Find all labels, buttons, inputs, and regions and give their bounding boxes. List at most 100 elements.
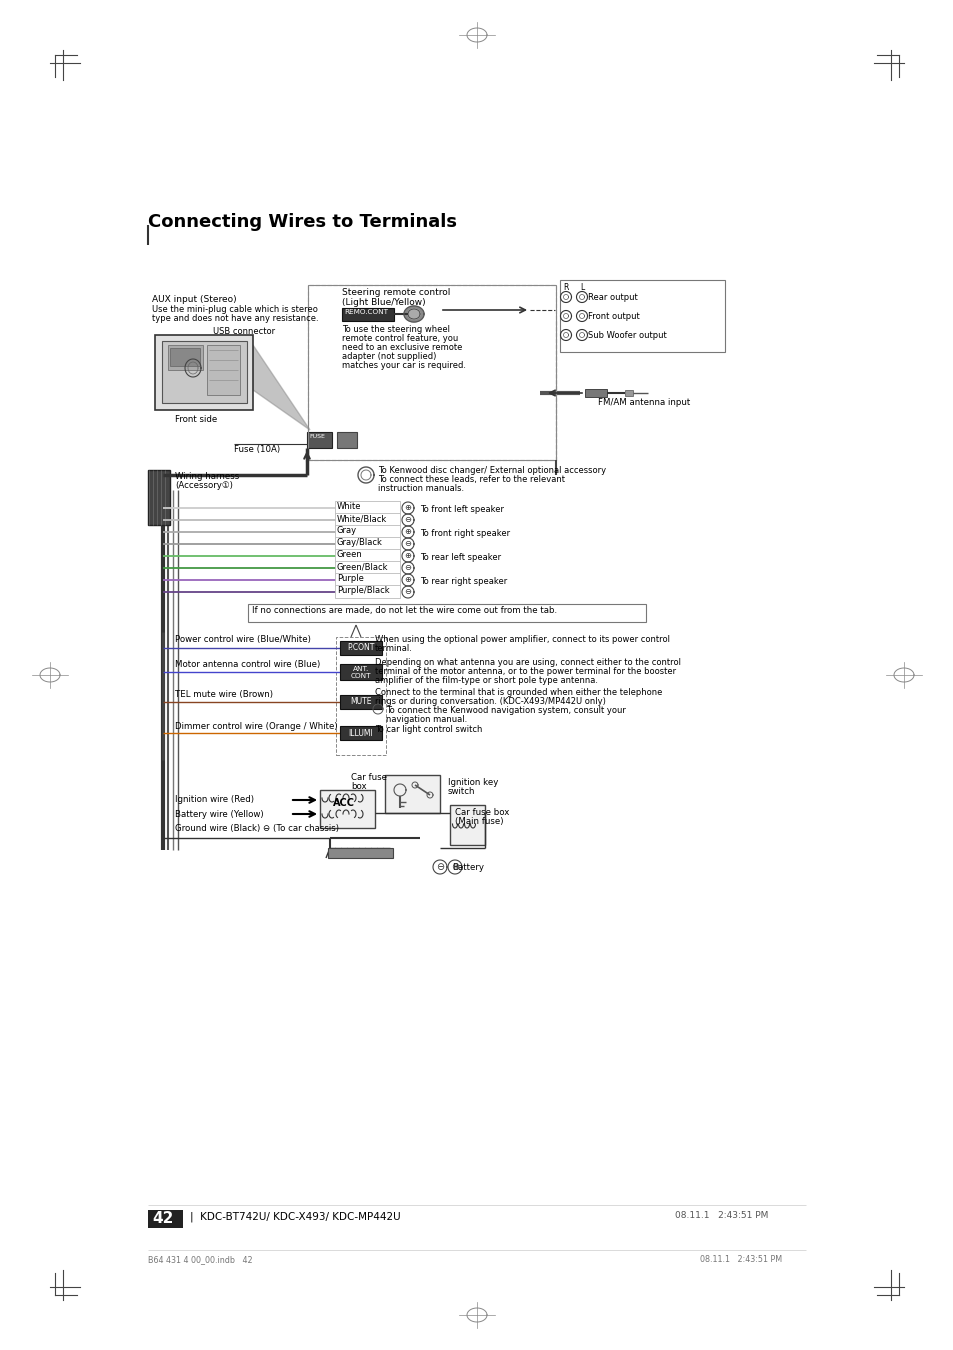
Bar: [335, 562, 399, 574]
Text: Steering remote control: Steering remote control: [341, 288, 450, 297]
Polygon shape: [253, 346, 310, 431]
Text: To connect these leads, refer to the relevant: To connect these leads, refer to the rel…: [377, 475, 564, 485]
Text: CONT: CONT: [351, 674, 371, 679]
Text: terminal of the motor antenna, or to the power terminal for the booster: terminal of the motor antenna, or to the…: [375, 667, 676, 676]
Text: REMO.CONT: REMO.CONT: [344, 309, 388, 315]
Text: amplifier of the film-type or short pole type antenna.: amplifier of the film-type or short pole…: [375, 676, 598, 684]
Bar: [385, 775, 439, 813]
Bar: [148, 470, 170, 525]
Text: Rear output: Rear output: [587, 293, 638, 302]
Text: Gray/Black: Gray/Black: [336, 539, 382, 547]
Text: Depending on what antenna you are using, connect either to the control: Depending on what antenna you are using,…: [375, 657, 680, 667]
Bar: [584, 389, 606, 397]
Text: ⊕: ⊕: [404, 528, 411, 536]
Text: R: R: [562, 284, 568, 292]
Polygon shape: [394, 784, 406, 796]
Text: Battery: Battery: [452, 863, 483, 872]
Bar: [148, 1210, 183, 1229]
Polygon shape: [401, 526, 414, 539]
Text: Front output: Front output: [587, 312, 639, 321]
Polygon shape: [563, 332, 568, 338]
Polygon shape: [401, 586, 414, 598]
Text: ⊖: ⊖: [404, 540, 411, 548]
Text: ILLUMI: ILLUMI: [348, 729, 373, 737]
Bar: [170, 348, 200, 366]
Text: Car fuse box: Car fuse box: [455, 809, 509, 817]
Polygon shape: [560, 292, 571, 302]
Text: To Kenwood disc changer/ External optional accessory: To Kenwood disc changer/ External option…: [377, 466, 605, 475]
Text: ⊕: ⊕: [451, 863, 458, 872]
Text: Dimmer control wire (Orange / White): Dimmer control wire (Orange / White): [174, 722, 337, 730]
Polygon shape: [578, 294, 584, 300]
Polygon shape: [401, 539, 414, 549]
Polygon shape: [401, 574, 414, 586]
Polygon shape: [401, 549, 414, 562]
Text: P.CONT: P.CONT: [347, 644, 375, 652]
Text: TEL mute wire (Brown): TEL mute wire (Brown): [174, 690, 273, 699]
Bar: [339, 664, 381, 680]
Bar: [207, 346, 240, 396]
Text: L: L: [579, 284, 583, 292]
Text: (Light Blue/Yellow): (Light Blue/Yellow): [341, 298, 425, 306]
Text: To rear right speaker: To rear right speaker: [419, 576, 507, 586]
Text: (Main fuse): (Main fuse): [455, 817, 503, 826]
Text: Wiring harness: Wiring harness: [174, 472, 239, 481]
Text: USB connector: USB connector: [213, 327, 274, 336]
Text: (Accessory①): (Accessory①): [174, 481, 233, 490]
Text: Fuse (10A): Fuse (10A): [233, 446, 280, 454]
Bar: [339, 641, 381, 655]
Text: ⊖: ⊖: [436, 863, 443, 872]
Text: box: box: [351, 782, 366, 791]
Text: remote control feature, you: remote control feature, you: [341, 333, 457, 343]
Polygon shape: [578, 313, 584, 319]
Text: adapter (not supplied): adapter (not supplied): [341, 352, 436, 360]
Bar: [162, 342, 247, 404]
Bar: [336, 432, 356, 448]
Text: Connecting Wires to Terminals: Connecting Wires to Terminals: [148, 213, 456, 231]
Text: To front right speaker: To front right speaker: [419, 529, 510, 539]
Bar: [308, 285, 556, 460]
Polygon shape: [560, 310, 571, 321]
Polygon shape: [412, 782, 417, 788]
Polygon shape: [563, 313, 568, 319]
Text: 08.11.1   2:43:51 PM: 08.11.1 2:43:51 PM: [675, 1211, 767, 1220]
Bar: [339, 695, 381, 709]
Text: ACC: ACC: [333, 798, 355, 809]
Text: ⊖: ⊖: [404, 587, 411, 597]
Polygon shape: [448, 860, 461, 873]
Bar: [335, 525, 399, 539]
Bar: [341, 308, 394, 321]
Text: instruction manuals.: instruction manuals.: [377, 485, 464, 493]
Polygon shape: [408, 309, 419, 319]
Text: terminal.: terminal.: [375, 644, 413, 653]
Polygon shape: [401, 562, 414, 574]
Text: Battery wire (Yellow): Battery wire (Yellow): [174, 810, 263, 819]
Polygon shape: [401, 502, 414, 514]
Bar: [559, 279, 724, 352]
Polygon shape: [576, 292, 587, 302]
Polygon shape: [401, 514, 414, 526]
Text: need to an exclusive remote: need to an exclusive remote: [341, 343, 462, 352]
Bar: [450, 805, 484, 845]
Text: B64 431 4 00_00.indb   42: B64 431 4 00_00.indb 42: [148, 1256, 253, 1264]
Bar: [335, 572, 399, 586]
Bar: [335, 513, 399, 526]
Text: ANT.: ANT.: [353, 666, 369, 672]
Bar: [335, 637, 386, 755]
Text: Purple/Black: Purple/Black: [336, 586, 389, 595]
Polygon shape: [433, 860, 447, 873]
Text: |  KDC-BT742U/ KDC-X493/ KDC-MP442U: | KDC-BT742U/ KDC-X493/ KDC-MP442U: [190, 1211, 400, 1222]
Text: switch: switch: [448, 787, 475, 796]
Text: rings or during conversation. (KDC-X493/MP442U only): rings or during conversation. (KDC-X493/…: [375, 697, 605, 706]
Polygon shape: [403, 306, 423, 323]
Text: navigation manual.: navigation manual.: [386, 716, 467, 724]
Text: To use the steering wheel: To use the steering wheel: [341, 325, 450, 333]
Text: Power control wire (Blue/White): Power control wire (Blue/White): [174, 634, 311, 644]
Text: type and does not have any resistance.: type and does not have any resistance.: [152, 315, 318, 323]
Text: ⊕: ⊕: [404, 504, 411, 513]
Polygon shape: [576, 329, 587, 340]
Bar: [335, 585, 399, 598]
Bar: [168, 346, 203, 370]
Bar: [154, 335, 253, 410]
Polygon shape: [563, 294, 568, 300]
